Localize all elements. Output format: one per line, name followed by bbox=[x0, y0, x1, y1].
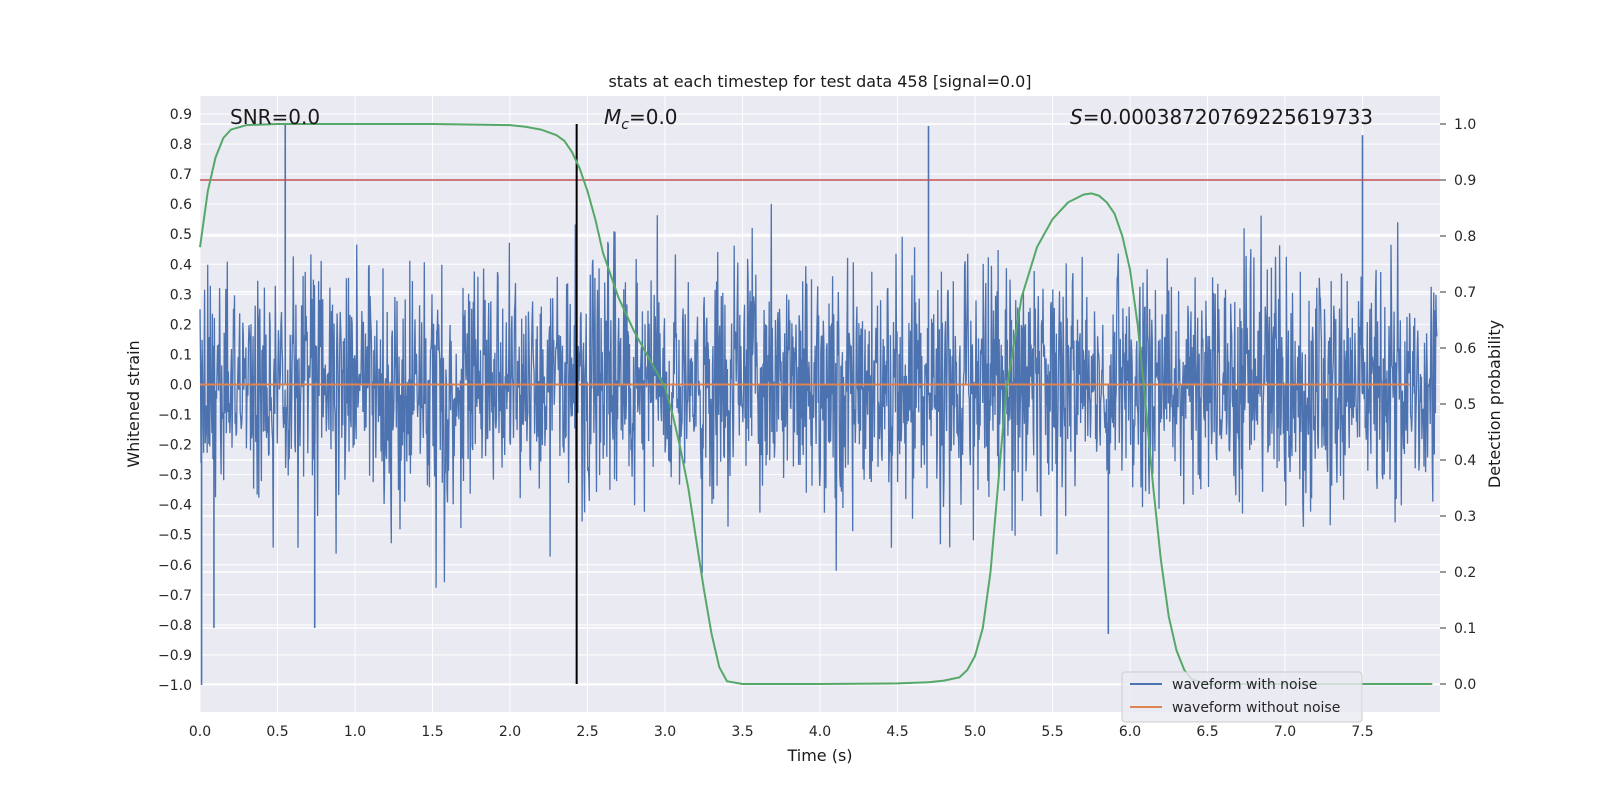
x-tick-label: 6.0 bbox=[1119, 724, 1141, 740]
y-tick-label: 0.6 bbox=[170, 197, 192, 213]
y-tick-label: −0.9 bbox=[158, 648, 192, 664]
y-tick-label: −0.6 bbox=[158, 558, 192, 574]
noise-waveform-line bbox=[199, 203, 1438, 588]
x-tick-label: 4.5 bbox=[886, 724, 908, 740]
y-tick-label: 0.7 bbox=[170, 167, 192, 183]
x-tick-label: 1.0 bbox=[344, 724, 366, 740]
x-tick-label: 6.5 bbox=[1196, 724, 1218, 740]
y2-tick-label: 0.0 bbox=[1454, 677, 1476, 693]
x-tick-label: 4.0 bbox=[809, 724, 831, 740]
x-tick-label: 2.5 bbox=[576, 724, 598, 740]
y-tick-label: −0.1 bbox=[158, 408, 192, 424]
y-tick-label: −0.3 bbox=[158, 468, 192, 484]
y-tick-label: 0.1 bbox=[170, 347, 192, 363]
y2-tick-label: 0.8 bbox=[1454, 229, 1476, 245]
y2-tick-label: 0.6 bbox=[1454, 341, 1476, 357]
y-tick-label: −0.8 bbox=[158, 618, 192, 634]
x-tick-label: 3.5 bbox=[731, 724, 753, 740]
y-tick-label: 0.8 bbox=[170, 137, 192, 153]
y-tick-label: −0.7 bbox=[158, 588, 192, 604]
y2-tick-label: 0.2 bbox=[1454, 565, 1476, 581]
y-axis-label: Whitened strain bbox=[124, 340, 143, 467]
y2-tick-label: 0.7 bbox=[1454, 285, 1476, 301]
legend: waveform with noise waveform without noi… bbox=[1121, 671, 1363, 723]
x-tick-label: 7.5 bbox=[1351, 724, 1373, 740]
detection-probability-line bbox=[199, 123, 1433, 685]
x-tick-label: 2.0 bbox=[499, 724, 521, 740]
y2-tick-label: 1.0 bbox=[1454, 117, 1476, 133]
x-tick-label: 7.0 bbox=[1274, 724, 1296, 740]
noise-series bbox=[199, 123, 1438, 685]
y2-tick-label: 0.1 bbox=[1454, 621, 1476, 637]
legend-label-noise: waveform with noise bbox=[1172, 677, 1317, 693]
legend-label-clean: waveform without noise bbox=[1172, 700, 1340, 716]
s-annotation: S=0.0003872076922561973​3 bbox=[1070, 105, 1373, 129]
y-tick-label: 0.5 bbox=[170, 227, 192, 243]
x-tick-label: 0.5 bbox=[266, 724, 288, 740]
x-tick-label: 5.0 bbox=[964, 724, 986, 740]
y2-tick-label: 0.3 bbox=[1454, 509, 1476, 525]
x-axis-label: Time (s) bbox=[786, 746, 852, 765]
snr-annotation: SNR=0.0 bbox=[230, 105, 320, 129]
y-tick-label: 0.0 bbox=[170, 377, 192, 393]
y2-tick-label: 0.5 bbox=[1454, 397, 1476, 413]
x-tick-label: 0.0 bbox=[189, 724, 211, 740]
y-tick-label: −0.4 bbox=[158, 498, 192, 514]
y-tick-label: 0.9 bbox=[170, 107, 192, 123]
y-tick-label: −0.5 bbox=[158, 528, 192, 544]
y-tick-label: −0.2 bbox=[158, 438, 192, 454]
y-tick-label: 0.4 bbox=[170, 257, 192, 273]
y-tick-label: −1.0 bbox=[158, 678, 192, 694]
legend-box bbox=[1121, 671, 1363, 723]
y2-tick-label: 0.4 bbox=[1454, 453, 1476, 469]
chart-title: stats at each timestep for test data 458… bbox=[608, 72, 1031, 91]
line-series bbox=[199, 123, 1440, 685]
x-tick-label: 5.5 bbox=[1041, 724, 1063, 740]
y-tick-label: 0.3 bbox=[170, 287, 192, 303]
y2-tick-label: 0.9 bbox=[1454, 173, 1476, 189]
x-tick-label: 3.0 bbox=[654, 724, 676, 740]
x-tick-label: 1.5 bbox=[421, 724, 443, 740]
chirp-mass-annotation: Mc=0.0 bbox=[604, 105, 678, 133]
y2-axis-label: Detection probability bbox=[1485, 320, 1504, 488]
tick-labels: 0.0 0.5 1.0 1.5 2.0 2.5 3.0 3.5 4.0 4.5 5.0 5.5 6.0 6… bbox=[158, 107, 1476, 740]
y-tick-label: 0.2 bbox=[170, 317, 192, 333]
